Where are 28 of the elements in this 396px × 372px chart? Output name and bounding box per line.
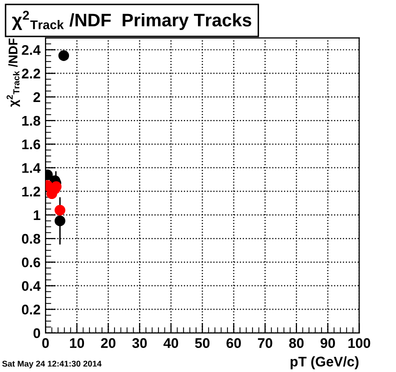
y-tick-label: 0.8 (22, 234, 40, 244)
x-tick-label: 70 (258, 338, 272, 348)
y-tick-label: 0.4 (22, 281, 41, 291)
y-tick-label: 1.4 (22, 163, 41, 173)
y-tick-label: 2 (33, 92, 40, 102)
y-tick-label: 1.6 (22, 139, 40, 150)
x-axis-title: pT (GeV/c) (290, 356, 358, 370)
chart-title: χ$^{2}$$_{Track}$ /NDF Primary Tracks (12, 10, 252, 30)
y-tick-label: 0.6 (22, 257, 40, 268)
x-tick-label: 50 (195, 338, 210, 348)
y-tick-label: 1.8 (22, 116, 40, 126)
x-tick-label: 80 (289, 338, 304, 348)
x-tick-label: 20 (101, 338, 116, 348)
y-tick-label: 2.2 (22, 68, 40, 78)
x-tick-label: 100 (348, 338, 370, 348)
y-axis-title: χ$^{2}$$_{Track}$ /NDF (6, 38, 20, 107)
x-tick-label: 60 (226, 338, 241, 348)
x-tick-label: 30 (132, 338, 147, 348)
x-tick-label: 0 (42, 338, 49, 348)
y-tick-label: 1 (34, 210, 40, 220)
y-tick-label: 0.2 (22, 304, 40, 315)
text: Sat May 24 12:41:30 2014 (2, 360, 102, 368)
x-tick-label: 40 (163, 338, 178, 348)
y-tick-label: 1.2 (22, 186, 40, 196)
y-tick-label: 0 (34, 328, 40, 338)
y-tick-label: 2.4 (22, 45, 41, 55)
x-tick-label: 10 (70, 338, 84, 348)
x-tick-label: 90 (320, 338, 335, 348)
